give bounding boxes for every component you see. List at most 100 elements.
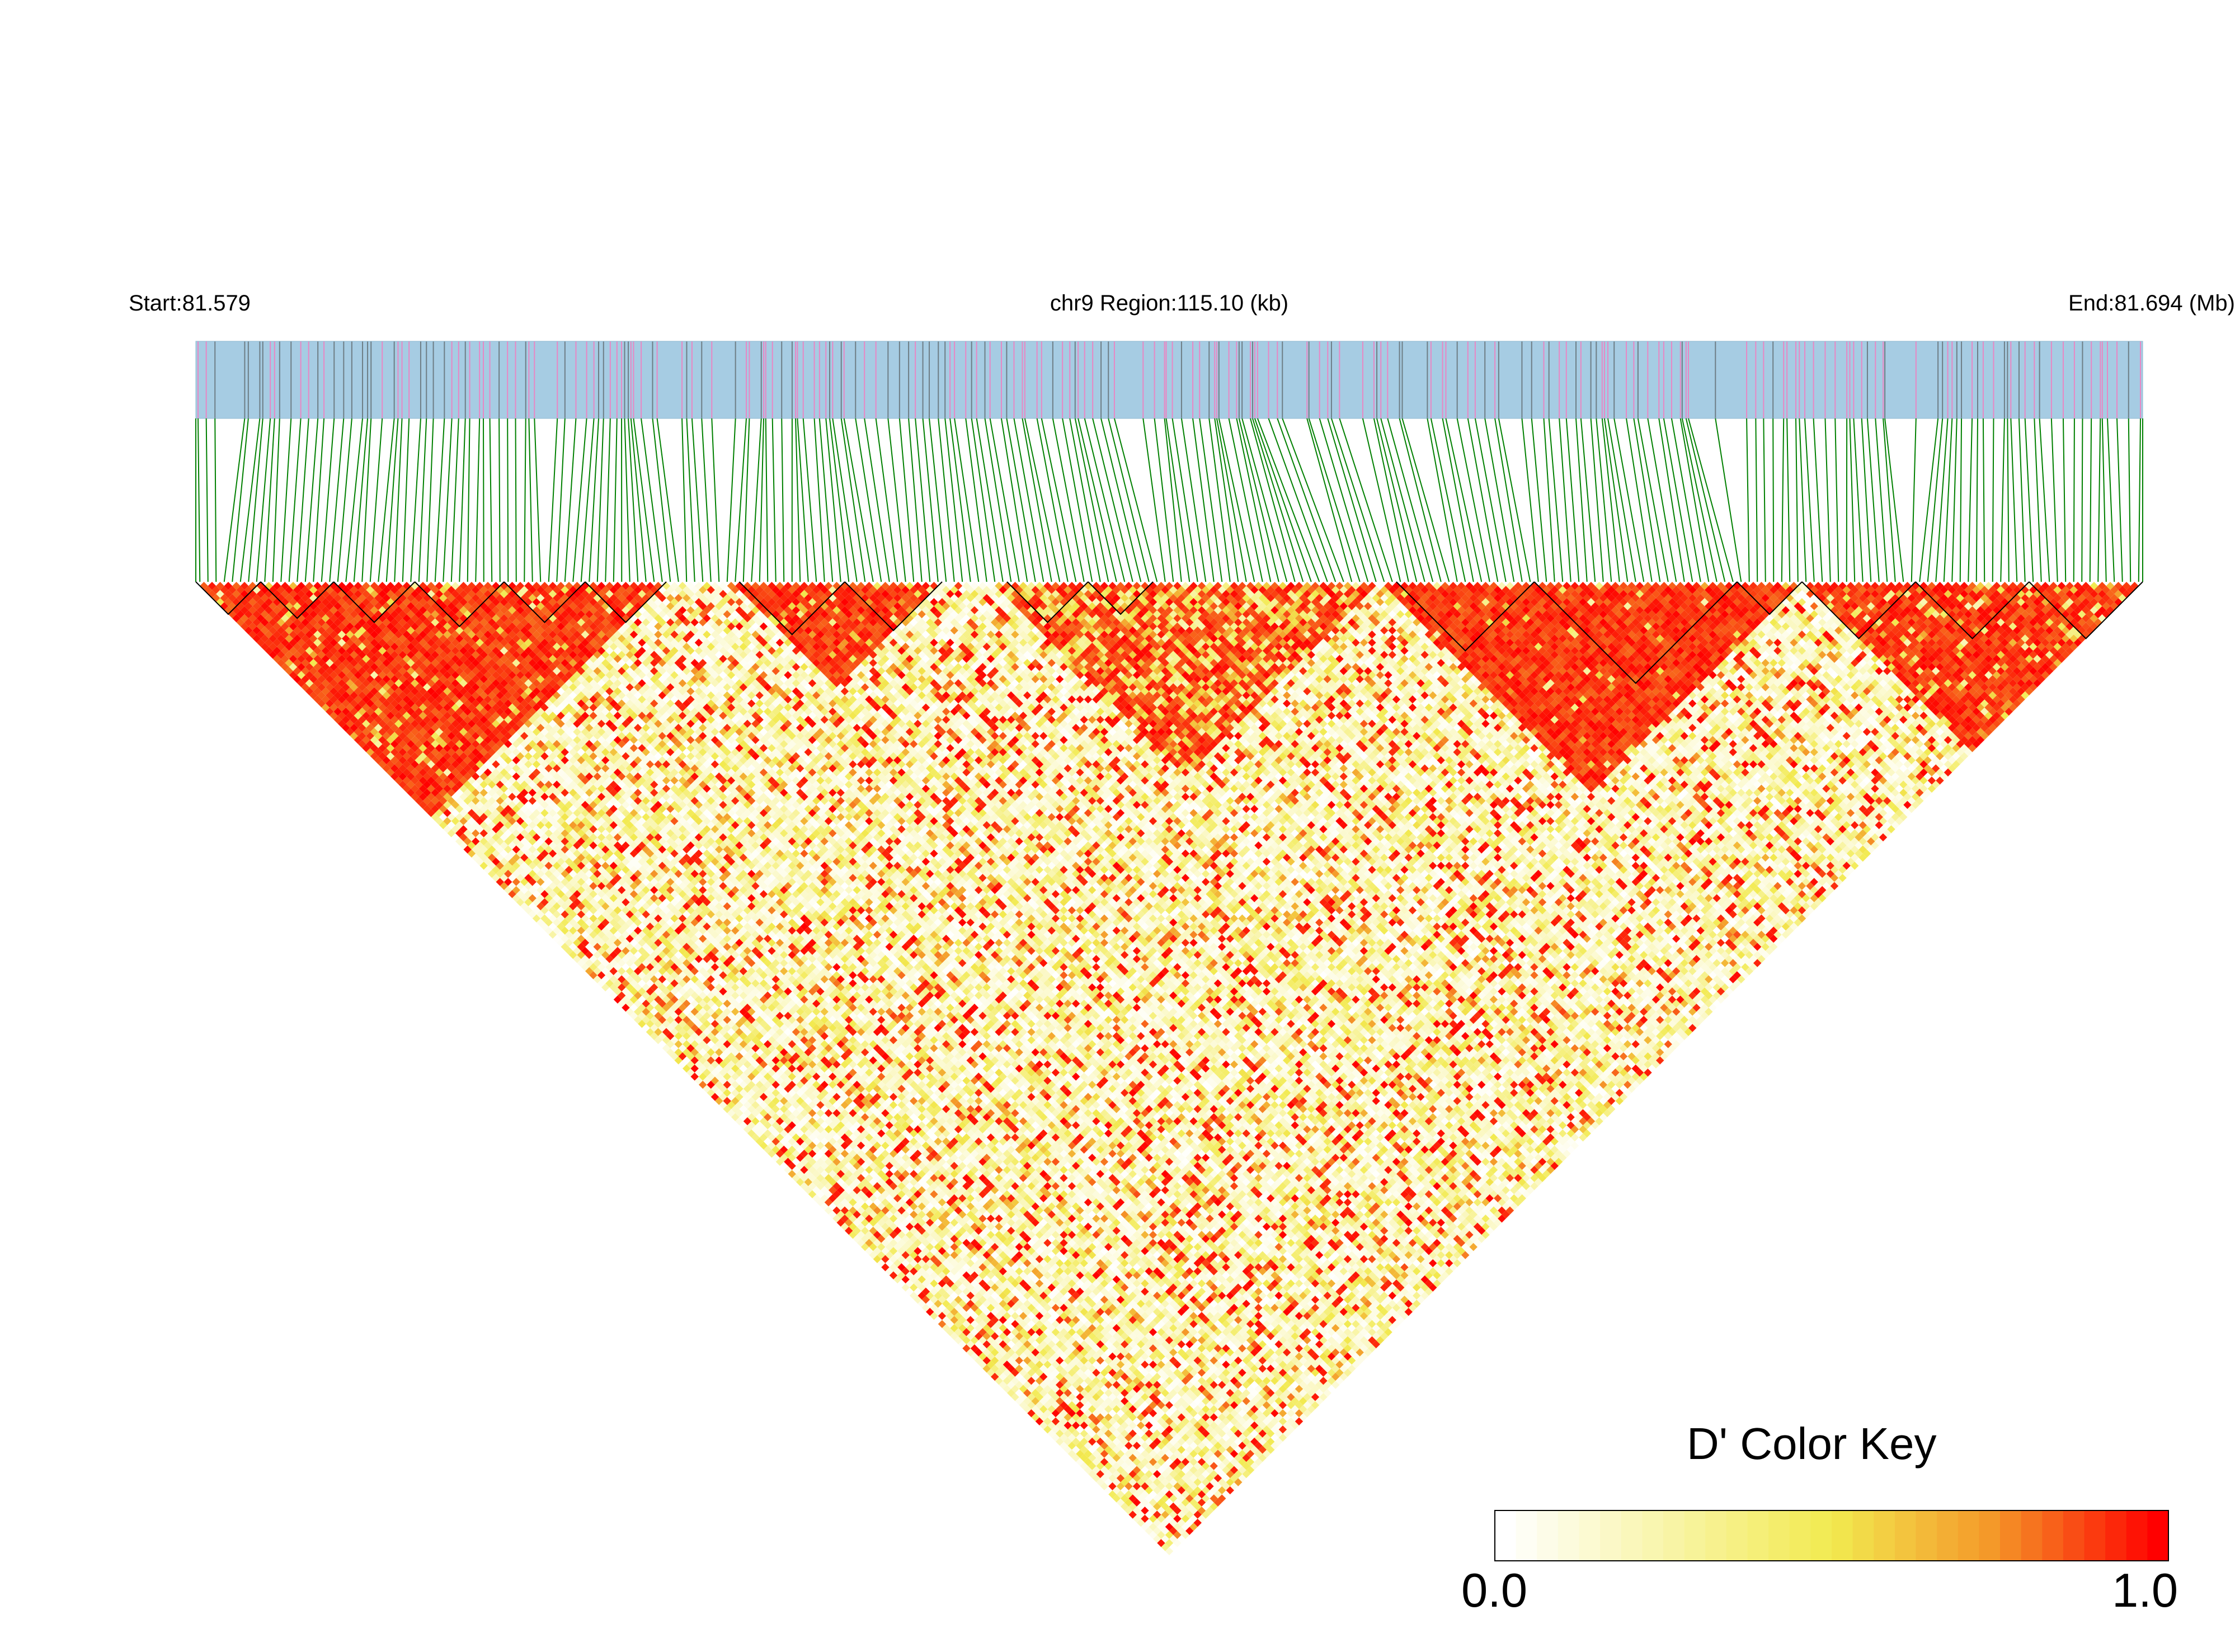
snp-connector-line <box>483 418 484 582</box>
snp-connector-line <box>1602 418 1620 582</box>
snp-connector-line <box>1255 418 1311 582</box>
snp-connector-line <box>2107 418 2114 582</box>
snp-connector-line <box>876 418 898 582</box>
snp-connector-line <box>1468 418 1498 582</box>
snp-connector-line <box>419 418 426 582</box>
snp-connector-line <box>727 418 736 582</box>
snp-connector-line <box>2007 418 2008 582</box>
snp-connector-line <box>1025 418 1060 582</box>
snp-connector-line <box>1143 418 1165 582</box>
snp-connector-line <box>985 418 1011 582</box>
snp-connector-line <box>2102 418 2106 582</box>
snp-connector-line <box>803 418 817 582</box>
snp-connector-line <box>815 418 825 582</box>
snp-connector-line <box>923 418 938 582</box>
snp-connector-line <box>1400 418 1441 582</box>
snp-connector-line <box>1093 418 1133 582</box>
snp-connector-line <box>1165 418 1182 582</box>
snp-connector-line <box>1605 418 1627 582</box>
snp-connector-line <box>1787 418 1790 582</box>
snp-connector-line <box>597 418 604 582</box>
snp-connector-line <box>2063 418 2065 582</box>
snp-connector-line <box>265 418 275 582</box>
snp-connector-line <box>1805 418 1814 582</box>
snp-connector-line <box>1960 418 1961 582</box>
snp-connector-line <box>490 418 492 582</box>
snp-connector-line <box>2139 418 2140 582</box>
snp-connector-line <box>549 418 557 582</box>
snp-connector-line <box>1993 418 1994 582</box>
snp-connector-line <box>206 418 208 582</box>
snp-connector-line <box>427 418 433 582</box>
snp-connector-line <box>1431 418 1465 582</box>
snp-connector-line <box>1825 418 1830 582</box>
snp-connector-line <box>915 418 930 582</box>
snp-connector-line <box>2040 418 2050 582</box>
snp-connector-line <box>1672 418 1701 582</box>
snp-connector-line <box>443 418 451 582</box>
snp-connector-line <box>1968 418 1972 582</box>
snp-connector-line <box>782 418 784 582</box>
snp-connector-line <box>1688 418 1733 582</box>
snp-connector-line <box>1166 418 1190 582</box>
snp-connector-line <box>1634 418 1660 582</box>
snp-connector-line <box>1070 418 1100 582</box>
snp-connector-line <box>499 418 500 582</box>
snp-connector-line <box>534 418 540 582</box>
snp-connector-line <box>888 418 905 582</box>
snp-connector-line <box>529 418 532 582</box>
snp-connector-line <box>1814 418 1823 582</box>
snp-connector-line <box>1085 418 1125 582</box>
snp-connector-line <box>394 418 402 582</box>
snp-connector-line <box>1952 418 1957 582</box>
snp-connector-line <box>1853 418 1862 582</box>
snp-connector-line <box>1014 418 1043 582</box>
snp-connector-line <box>1983 418 1984 582</box>
snp-connector-line <box>1499 418 1530 582</box>
snp-connector-line <box>2019 418 2025 582</box>
snp-connector-line <box>281 418 291 582</box>
snp-connector-line <box>1475 418 1506 582</box>
snp-connector-line <box>557 418 565 582</box>
snp-connector-line <box>614 418 617 582</box>
snp-connector-line <box>1682 418 1717 582</box>
snp-connector-line <box>1078 418 1117 582</box>
snp-connector-line <box>1108 418 1149 582</box>
snp-connector-line <box>1912 418 1916 582</box>
snp-connector-line <box>2117 418 2123 582</box>
snp-connector-line <box>1576 418 1587 582</box>
snp-connector-line <box>605 418 610 582</box>
snp-connector-line <box>1763 418 1765 582</box>
snp-connector-line <box>468 418 470 582</box>
snp-connector-line <box>2025 418 2034 582</box>
snp-connector-line <box>1075 418 1108 582</box>
snp-connector-line <box>1747 418 1749 582</box>
snp-connector-line <box>1608 418 1636 582</box>
snp-connector-line <box>1799 418 1806 582</box>
snp-connector-line <box>1446 418 1481 582</box>
snp-connector-line <box>830 418 849 582</box>
snp-connector-line <box>702 418 711 582</box>
snp-connector-line <box>435 418 445 582</box>
snp-connector-line <box>1566 418 1579 582</box>
snp-connector-line <box>313 418 324 582</box>
snp-connector-line <box>2001 418 2005 582</box>
snp-connector-line <box>1835 418 1838 582</box>
snp-connector-line <box>1850 418 1855 582</box>
snp-connector-line <box>354 418 368 582</box>
snp-connector-line <box>215 418 216 582</box>
snp-connector-line <box>524 418 525 582</box>
snp-connector-line <box>820 418 832 582</box>
snp-connector-line <box>459 418 465 582</box>
snp-connector-line <box>1936 418 1947 582</box>
snp-connector-line <box>1443 418 1474 582</box>
snp-connector-line <box>2034 418 2041 582</box>
variant-track-background <box>196 341 2143 418</box>
snp-connector-line <box>507 418 508 582</box>
snp-connector-line <box>1782 418 1784 582</box>
snp-connector-line <box>1756 418 1757 582</box>
snp-connector-line <box>938 418 954 582</box>
snp-connector-line <box>411 418 421 582</box>
snp-connector-line <box>2011 418 2017 582</box>
snp-connector-line <box>766 418 768 582</box>
